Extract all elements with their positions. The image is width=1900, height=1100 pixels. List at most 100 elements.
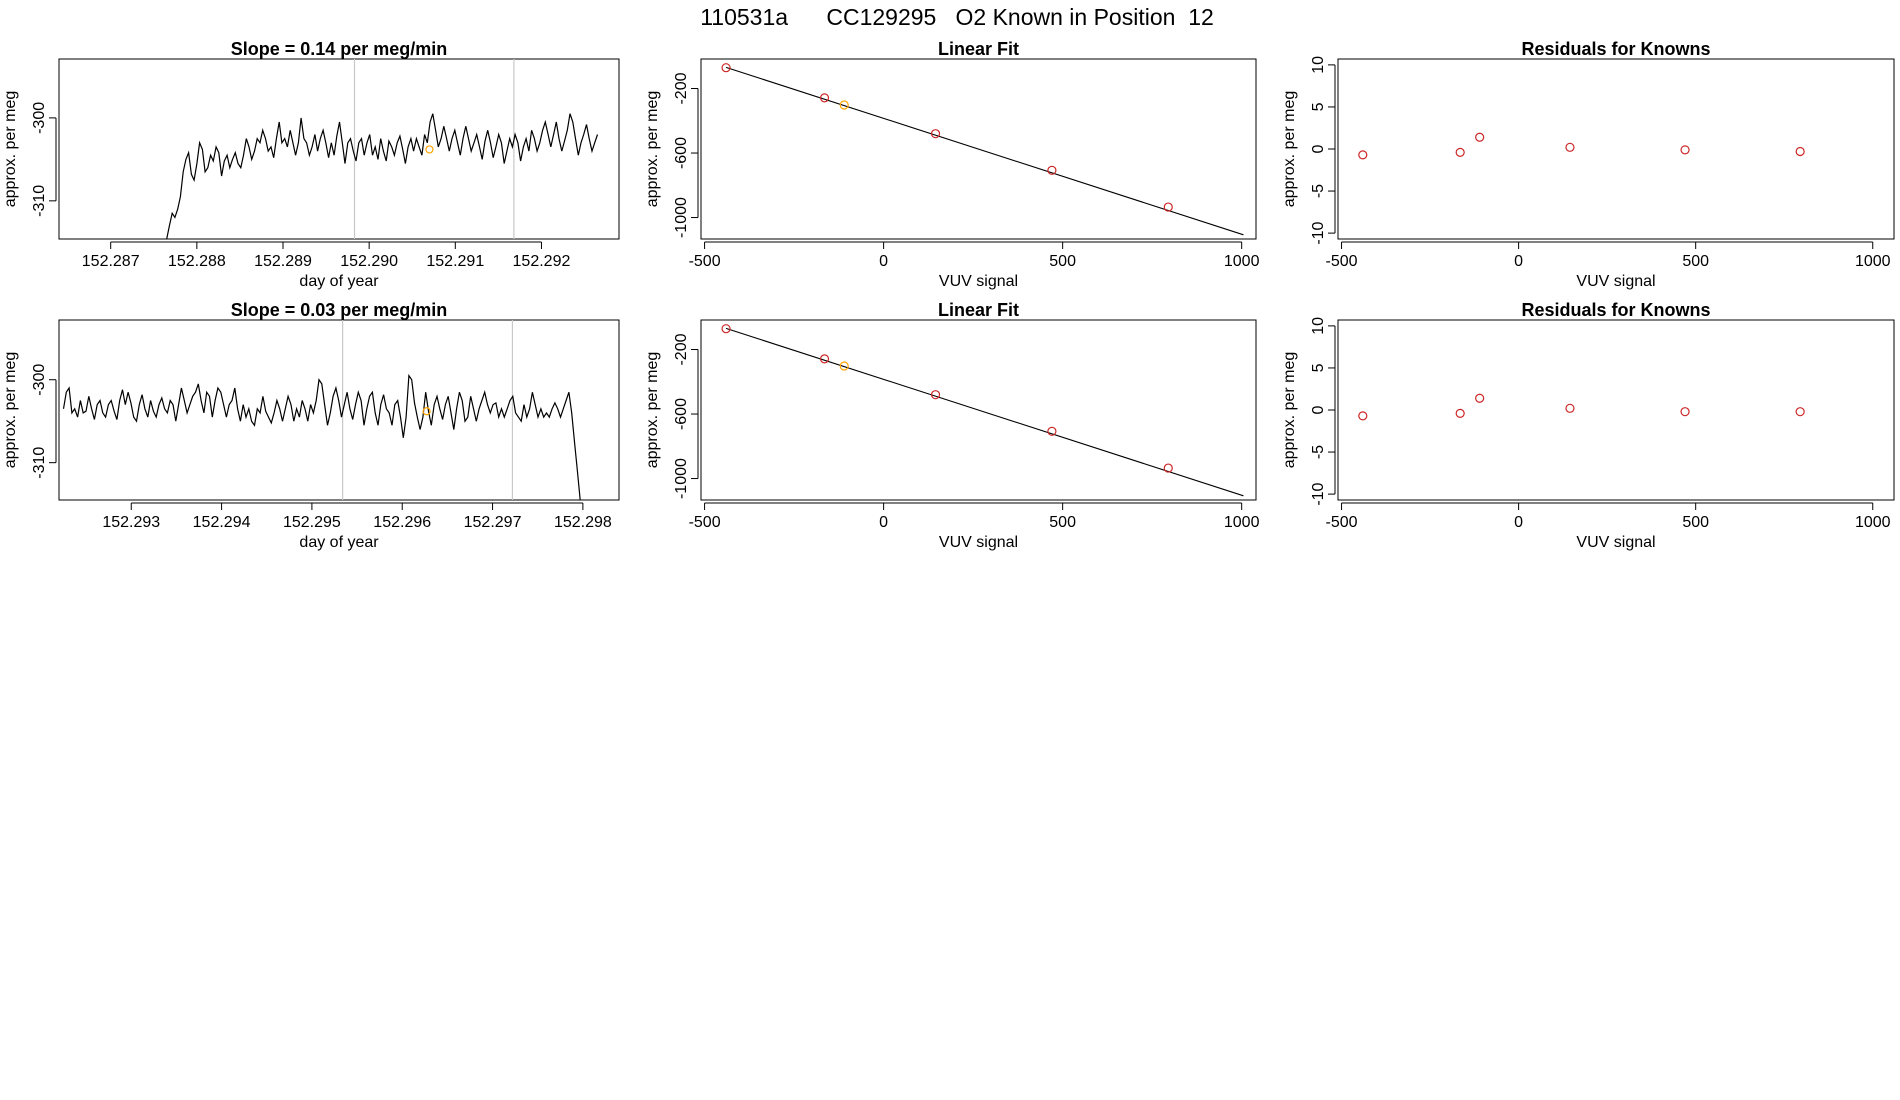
residuals-2-y-tick-label-0: -10 (1310, 482, 1327, 505)
timeseries-2-title: Slope = 0.03 per meg/min (231, 300, 448, 320)
residuals-1-x-tick-label-1: 0 (1514, 253, 1523, 270)
linfit-1-y-tick-label-1: -600 (673, 137, 690, 169)
timeseries-2-ylabel: approx. per meg (2, 352, 19, 469)
residuals-2-panel: Residuals for Knowns -500 0 500 1000 VUV sign… (1281, 300, 1895, 551)
timeseries-1-x-tick-label-2: 152.289 (254, 253, 312, 270)
linfit-2-point-3 (930, 390, 941, 400)
linfit-1-y-tick-label-2: -200 (673, 72, 690, 104)
linfit-1-xlabel: VUV signal (939, 273, 1018, 290)
linfit-2-frame (700, 319, 1257, 501)
timeseries-1-series-line-0 (166, 113, 599, 239)
residuals-1-y-tick-label-3: 5 (1310, 102, 1327, 111)
residuals-1-xlabel: VUV signal (1576, 273, 1655, 290)
residuals-1-point-1 (1455, 147, 1465, 157)
residuals-2-point-0 (1358, 411, 1368, 421)
timeseries-1-x-tick-label-0: 152.287 (82, 253, 140, 270)
timeseries-2-series-line-0 (62, 373, 581, 500)
linfit-1-frame (700, 58, 1257, 240)
linfit-1-x-tick-label-3: 1000 (1224, 253, 1260, 270)
timeseries-1-frame (58, 58, 620, 240)
timeseries-1-plot-area (166, 113, 599, 239)
timeseries-2-xlabel: day of year (299, 534, 379, 551)
linfit-1-point-1 (819, 93, 830, 103)
residuals-2-point-4 (1680, 407, 1690, 417)
linfit-2-x-tick-label-0: -500 (689, 514, 721, 531)
residuals-2-y-tick-label-2: 0 (1310, 405, 1327, 414)
linfit-2-x-tick-label-3: 1000 (1224, 514, 1260, 531)
linfit-2-y-tick-label-0: -1000 (673, 458, 690, 499)
linfit-2-y-tick-label-2: -200 (673, 333, 690, 365)
residuals-2-ylabel: approx. per meg (1281, 352, 1298, 469)
residuals-2-title: Residuals for Knowns (1521, 300, 1710, 320)
timeseries-1-x-tick-label-4: 152.291 (426, 253, 484, 270)
figure-title: 110531a CC129295 O2 Known in Position 12 (700, 4, 1214, 30)
residuals-2-point-3 (1565, 403, 1575, 413)
residuals-1-x-tick-label-2: 500 (1682, 253, 1709, 270)
linfit-1-point-0 (721, 63, 731, 73)
residuals-2-plot-area (1358, 393, 1805, 421)
linfit-1-point-4 (1047, 165, 1057, 175)
linfit-1-point-5 (1163, 202, 1173, 212)
timeseries-1-ylabel: approx. per meg (2, 91, 19, 208)
linfit-1-x-tick-label-1: 0 (879, 253, 888, 270)
linfit-1-x-tick-label-2: 500 (1049, 253, 1076, 270)
timeseries-2-panel: Slope = 0.03 per meg/min 152.293 152.294 15… (2, 300, 620, 551)
residuals-1-x-tick-label-3: 1000 (1855, 253, 1891, 270)
linfit-2-ylabel: approx. per meg (644, 352, 661, 469)
residuals-2-x-tick-label-2: 500 (1682, 514, 1709, 531)
residuals-1-title: Residuals for Knowns (1521, 39, 1710, 59)
timeseries-1-panel: Slope = 0.14 per meg/min 152.287 152.288 15… (2, 39, 620, 290)
residuals-1-x-tick-label-0: -500 (1326, 253, 1358, 270)
linfit-2-xlabel: VUV signal (939, 534, 1018, 551)
linfit-1-point-2 (839, 100, 849, 110)
linfit-2-point-0 (721, 324, 731, 334)
linfit-2-x-tick-label-2: 500 (1049, 514, 1076, 531)
timeseries-1-x-tick-label-1: 152.288 (168, 253, 226, 270)
residuals-1-point-2 (1475, 132, 1485, 142)
timeseries-2-y-tick-label-0: -310 (31, 447, 48, 479)
residuals-1-panel: Residuals for Knowns -500 0 500 1000 VUV sign… (1281, 39, 1895, 290)
timeseries-2-x-tick-label-1: 152.294 (193, 514, 251, 531)
linfit-2-title: Linear Fit (938, 300, 1019, 320)
timeseries-2-frame (58, 319, 620, 501)
residuals-1-y-tick-label-4: 10 (1310, 56, 1327, 74)
timeseries-1-xlabel: day of year (299, 273, 379, 290)
residuals-2-point-1 (1455, 408, 1465, 418)
residuals-1-y-tick-label-0: -10 (1310, 221, 1327, 244)
linfit-1-y-tick-label-0: -1000 (673, 197, 690, 238)
residuals-1-point-5 (1795, 146, 1805, 157)
residuals-2-y-tick-label-3: 5 (1310, 363, 1327, 372)
linfit-2-fit-line (725, 327, 1244, 497)
residuals-2-y-tick-label-1: -5 (1310, 445, 1327, 459)
linfit-1-panel: Linear Fit -500 0 500 1000 VUV signal -1000 -60… (644, 39, 1260, 290)
timeseries-2-x-tick-label-0: 152.293 (102, 514, 160, 531)
timeseries-2-x-tick-label-2: 152.295 (283, 514, 341, 531)
residuals-1-ylabel: approx. per meg (1281, 91, 1298, 208)
timeseries-2-highlight-point (422, 407, 431, 416)
timeseries-2-x-tick-label-5: 152.298 (554, 514, 612, 531)
timeseries-2-x-tick-label-3: 152.296 (373, 514, 431, 531)
linfit-2-panel: Linear Fit -500 0 500 1000 VUV signal -1000 -60… (644, 300, 1260, 551)
residuals-1-plot-area (1358, 132, 1805, 160)
residuals-1-frame (1337, 58, 1895, 240)
linfit-1-point-3 (930, 129, 941, 139)
residuals-2-point-5 (1795, 407, 1805, 417)
timeseries-1-x-tick-label-3: 152.290 (340, 253, 398, 270)
linfit-1-x-tick-label-0: -500 (689, 253, 721, 270)
residuals-2-frame (1337, 319, 1895, 501)
timeseries-1-highlight-point (425, 145, 434, 154)
residuals-2-xlabel: VUV signal (1576, 534, 1655, 551)
residuals-1-point-4 (1680, 145, 1690, 155)
residuals-2-x-tick-label-3: 1000 (1855, 514, 1891, 531)
timeseries-2-x-tick-label-4: 152.297 (464, 514, 522, 531)
timeseries-1-x-tick-label-5: 152.292 (513, 253, 571, 270)
timeseries-1-y-tick-label-1: -300 (31, 102, 48, 134)
residuals-1-y-tick-label-1: -5 (1310, 184, 1327, 198)
residuals-1-y-tick-label-2: 0 (1310, 144, 1327, 153)
timeseries-1-title: Slope = 0.14 per meg/min (231, 39, 448, 59)
linfit-1-fit-line (725, 66, 1244, 236)
linfit-1-title: Linear Fit (938, 39, 1019, 59)
linfit-2-x-tick-label-1: 0 (879, 514, 888, 531)
linfit-2-point-1 (819, 354, 830, 364)
